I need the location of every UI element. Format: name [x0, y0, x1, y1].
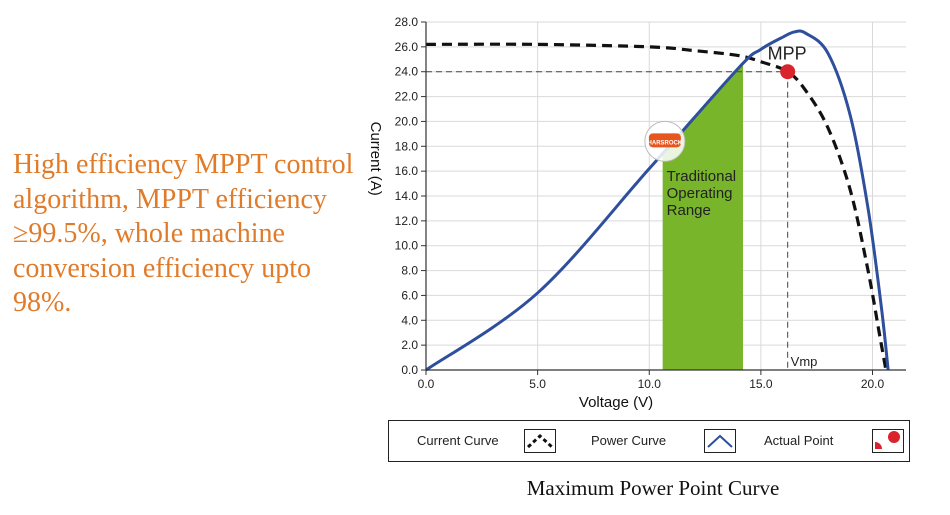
vmp-label: Vmp [791, 354, 818, 369]
mpp-label: MPP [768, 44, 807, 64]
feature-description: High efficiency MPPT control algorithm, … [13, 149, 354, 318]
x-tick-label: 0.0 [418, 377, 435, 391]
y-axis-label: Current (A) [367, 122, 384, 196]
y-tick-label: 18.0 [395, 139, 419, 153]
watermark-flame [648, 133, 681, 148]
red-dot-icon [872, 429, 904, 453]
y-tick-label: 12.0 [395, 214, 419, 228]
solid-peak-icon [704, 429, 736, 453]
mpp-guides [426, 71, 789, 370]
y-tick-label: 26.0 [395, 40, 419, 54]
y-tick-label: 2.0 [401, 338, 418, 352]
y-tick-label: 24.0 [395, 65, 419, 79]
power-curve [425, 29, 890, 372]
x-tick-label: 5.0 [529, 377, 546, 391]
operating-range-label: Traditional [667, 168, 736, 185]
watermark-logo: HARSROCK [644, 120, 686, 162]
y-tick-label: 16.0 [395, 164, 419, 178]
y-tick-label: 20.0 [395, 114, 419, 128]
y-tick-label: 28.0 [395, 15, 419, 29]
y-tick-label: 22.0 [395, 90, 419, 104]
x-axis-label: Voltage (V) [579, 394, 653, 411]
y-tick-label: 8.0 [401, 264, 418, 278]
y-tick-label: 4.0 [401, 313, 418, 327]
operating-range-label: Operating [667, 185, 733, 202]
chart-legend: Current Curve Power Curve Actual Point [388, 420, 910, 462]
legend-label-current: Current Curve [417, 433, 499, 448]
curves [425, 29, 890, 372]
x-tick-label: 20.0 [861, 377, 885, 391]
y-tick-label: 10.0 [395, 239, 419, 253]
legend-label-actual: Actual Point [764, 433, 834, 448]
y-tick-label: 6.0 [401, 288, 418, 302]
operating-range-label: Range [667, 202, 711, 219]
legend-label-power: Power Curve [591, 433, 667, 448]
current-curve [425, 42, 888, 371]
mpp-point [780, 64, 796, 80]
y-tick-label: 0.0 [401, 363, 418, 377]
y-tick-label: 14.0 [395, 189, 419, 203]
axes: 0.0 2.0 4.0 6.0 8.0 10.0 12.0 14.0 16.0 18.0 20.0 2… [367, 15, 906, 411]
chart-plot: 0.0 2.0 4.0 6.0 8.0 10.0 12.0 14.0 16.0 18.0 20.0 2… [367, 15, 906, 411]
watermark-text: HARSROCK [648, 140, 683, 146]
chart-caption: Maximum Power Point Curve [526, 476, 780, 500]
mppt-chart: 0.0 2.0 4.0 6.0 8.0 10.0 12.0 14.0 16.0 18.0 20.0 2… [360, 10, 940, 420]
x-tick-label: 15.0 [749, 377, 773, 391]
x-tick-label: 10.0 [638, 377, 662, 391]
dashed-peak-icon [524, 429, 556, 453]
